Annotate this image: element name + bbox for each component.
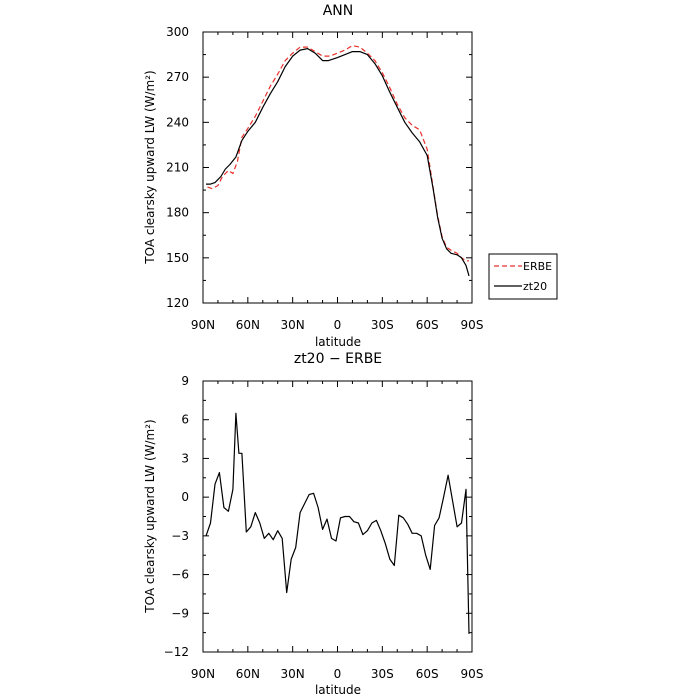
bottom-x-tick-label: 30N xyxy=(281,667,305,681)
bottom-axis-ticks: −12 −9 −6 −3 0 3 6 9 90N 60N 30N 0 30S 60S 90S xyxy=(164,374,484,681)
top-series-line-erbe xyxy=(207,44,469,262)
top-x-tick-label: 90S xyxy=(461,318,484,332)
top-chart-title: ANN xyxy=(323,3,354,19)
bottom-x-tick-label: 0 xyxy=(334,667,342,681)
bottom-chart-title: zt20 − ERBE xyxy=(294,351,382,367)
bottom-y-tick-label: 3 xyxy=(181,451,189,465)
legend: ERBE zt20 xyxy=(488,253,558,300)
top-series-line-zt20 xyxy=(206,47,470,277)
top-panel: ANN 120 150 180 210 240 270 300 90N 60N 30N 0 30S 60… xyxy=(143,3,483,349)
bottom-x-tick-label: 90S xyxy=(461,667,484,681)
bottom-series-group xyxy=(205,412,470,634)
top-plot-frame xyxy=(202,31,473,304)
top-y-tick-label: 150 xyxy=(166,251,189,265)
bottom-x-tick-label: 60S xyxy=(416,667,439,681)
top-y-tick-label: 270 xyxy=(166,70,189,84)
legend-box xyxy=(488,253,558,300)
bottom-y-tick-label: −9 xyxy=(171,606,189,620)
bottom-y-tick-label: 0 xyxy=(181,490,189,504)
top-axis-ticks: 120 150 180 210 240 270 300 90N 60N 30N 0 30S 60S 90S xyxy=(166,25,483,332)
top-x-tick-label: 0 xyxy=(334,318,342,332)
top-series-group xyxy=(206,44,470,277)
bottom-y-tick-label: −12 xyxy=(164,645,189,659)
top-y-tick-label: 240 xyxy=(166,115,189,129)
top-y-tick-label: 120 xyxy=(166,296,189,310)
legend-erbe-label: ERBE xyxy=(523,260,552,273)
bottom-y-tick-label: 9 xyxy=(181,374,189,388)
top-x-tick-label: 30N xyxy=(281,318,305,332)
bottom-y-tick-label: −3 xyxy=(171,529,189,543)
bottom-x-tick-label: 30S xyxy=(371,667,394,681)
bottom-y-tick-label: 6 xyxy=(181,413,189,427)
top-y-axis-label: TOA clearsky upward LW (W/m²) xyxy=(143,70,157,264)
top-y-tick-label: 180 xyxy=(166,206,189,220)
bottom-series-line-difference xyxy=(205,412,470,634)
top-x-tick-label: 60S xyxy=(416,318,439,332)
bottom-x-tick-label: 60N xyxy=(236,667,260,681)
top-x-tick-label: 90N xyxy=(191,318,215,332)
top-y-tick-label: 300 xyxy=(166,25,189,39)
top-x-tick-label: 30S xyxy=(371,318,394,332)
bottom-x-axis-label: latitude xyxy=(315,683,361,697)
top-y-tick-label: 210 xyxy=(166,161,189,175)
bottom-y-tick-label: −6 xyxy=(171,568,189,582)
bottom-panel: zt20 − ERBE −12 −9 −6 −3 0 3 6 9 90N 60N 30N 0 30S 60… xyxy=(143,351,483,697)
top-x-tick-label: 60N xyxy=(236,318,260,332)
bottom-x-tick-label: 90N xyxy=(191,667,215,681)
bottom-y-axis-label: TOA clearsky upward LW (W/m²) xyxy=(143,419,157,613)
legend-zt20-label: zt20 xyxy=(523,280,547,293)
top-x-axis-label: latitude xyxy=(315,335,361,349)
bottom-plot-frame xyxy=(202,380,473,653)
